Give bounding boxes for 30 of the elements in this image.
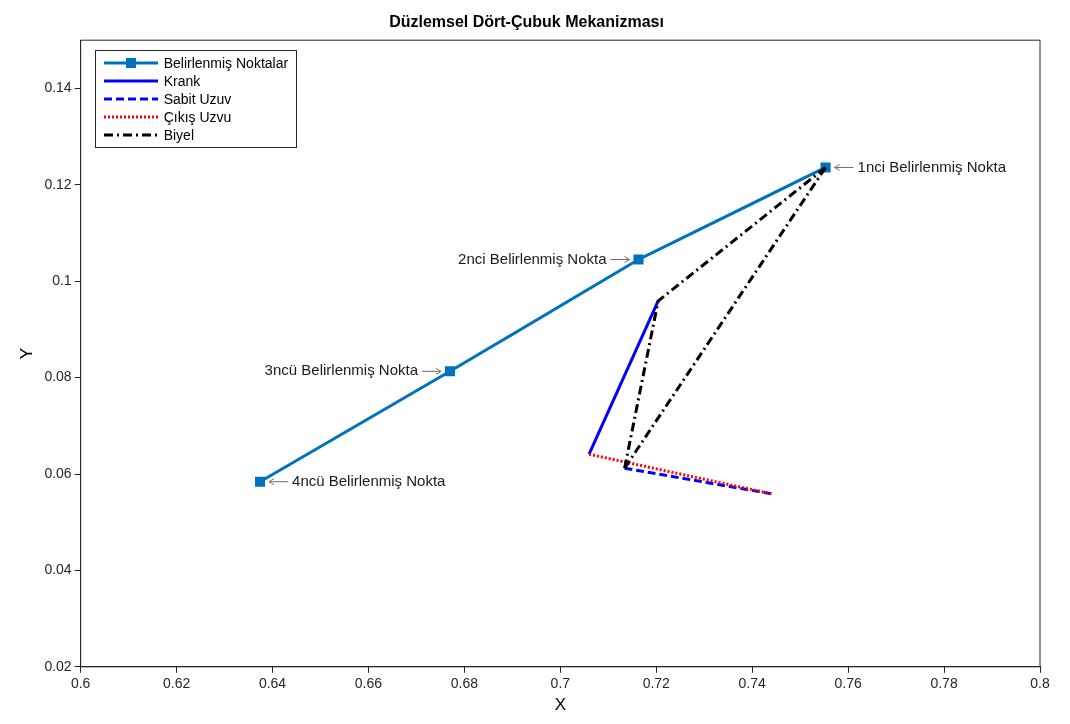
x-tick-label: 0.62 (162, 675, 191, 692)
y-tick-label: 0.14 (44, 79, 72, 96)
x-tick-label: 0.7 (550, 675, 571, 692)
annotation: 4ncü Belirlenmiş Nokta (292, 471, 447, 489)
annotation: 3ncü Belirlenmiş Nokta (264, 361, 419, 379)
y-tick-label: 0.02 (44, 657, 72, 674)
chart-title: Düzlemsel Dört-Çubuk Mekanizması (389, 13, 664, 31)
annotation: 2nci Belirlenmiş Nokta (458, 249, 608, 267)
legend-label: Biyel (163, 127, 194, 144)
x-tick-label: 0.6 (70, 675, 91, 692)
x-axis-title: X (554, 695, 566, 715)
y-tick-label: 0.08 (44, 368, 72, 385)
x-tick-label: 0.76 (834, 675, 862, 692)
y-tick-label: 0.1 (52, 272, 72, 289)
x-tick-label: 0.78 (930, 675, 958, 692)
legend-label: Krank (163, 73, 201, 90)
y-tick-label: 0.12 (44, 175, 72, 192)
legend-label: Belirlenmiş Noktalar (163, 55, 289, 72)
x-tick-label: 0.72 (642, 675, 671, 692)
annotation: 1nci Belirlenmiş Nokta (857, 157, 1007, 175)
y-tick-label: 0.06 (44, 464, 72, 481)
x-tick-label: 0.68 (450, 675, 479, 692)
x-tick-label: 0.8 (1030, 675, 1050, 692)
y-tick-label: 0.04 (44, 561, 72, 578)
y-axis-title: Y (16, 347, 36, 360)
x-tick-label: 0.74 (738, 675, 767, 692)
legend-label: Sabit Uzuv (163, 91, 232, 108)
x-tick-label: 0.66 (354, 675, 383, 692)
x-tick-label: 0.64 (258, 675, 287, 692)
legend-label: Çıkış Uzvu (163, 109, 232, 126)
